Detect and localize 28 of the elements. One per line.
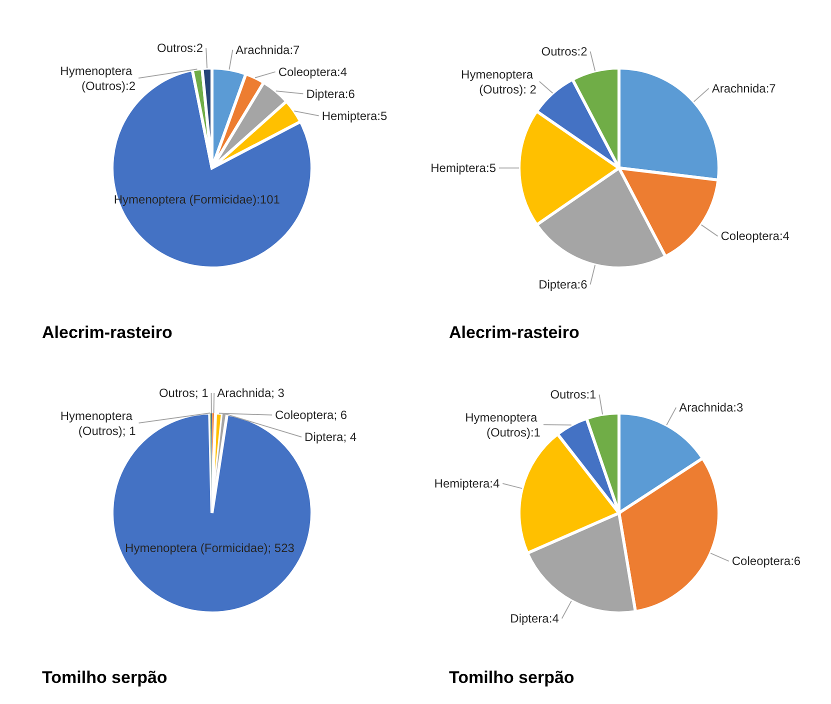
slice-label: Diptera; 4 bbox=[304, 430, 357, 444]
text: Tomilho serpão bbox=[449, 668, 574, 688]
slice-label: Outros:2 bbox=[541, 44, 588, 58]
slice-label: Hymenoptera (Outros): 2 bbox=[461, 67, 537, 96]
slice-label: Hymenoptera (Outros):1 bbox=[465, 410, 541, 440]
slice-label: Outros:2 bbox=[157, 41, 204, 56]
slice-label: Coleoptera:4 bbox=[720, 229, 790, 244]
slice-label: Arachnida:3 bbox=[679, 400, 744, 414]
text: Tomilho serpão bbox=[42, 668, 168, 688]
slice-label: Hemiptera:5 bbox=[322, 108, 388, 123]
slice-label: Hymenoptera (Outros):2 bbox=[60, 64, 136, 94]
slice-label: Outros:1 bbox=[550, 388, 597, 402]
slice-label: Coleoptera:4 bbox=[278, 64, 348, 79]
slice-label: Coleoptera; 6 bbox=[274, 408, 348, 422]
slice-label: Hymenoptera (Outros); 1 bbox=[60, 409, 136, 438]
slice-label: Hymenoptera (Formicidae); 523 bbox=[125, 540, 295, 555]
slice-label: Arachnida:7 bbox=[236, 42, 300, 57]
text: Alecrim-rasteiro bbox=[449, 323, 580, 343]
slice-label: Hemiptera:5 bbox=[430, 161, 496, 175]
slice-label: Outros; 1 bbox=[158, 386, 209, 400]
slice-label: Hemiptera:4 bbox=[434, 476, 500, 491]
slice-label: Arachnida; 3 bbox=[217, 386, 285, 400]
slice-label: Diptera:4 bbox=[510, 612, 560, 626]
text: Alecrim-rasteiro bbox=[42, 323, 172, 343]
slice-label: Coleoptera:6 bbox=[732, 554, 801, 568]
slice-label: Arachnida:7 bbox=[712, 81, 776, 96]
slice-label: Diptera:6 bbox=[538, 278, 588, 292]
slice-label: Diptera:6 bbox=[306, 86, 356, 101]
